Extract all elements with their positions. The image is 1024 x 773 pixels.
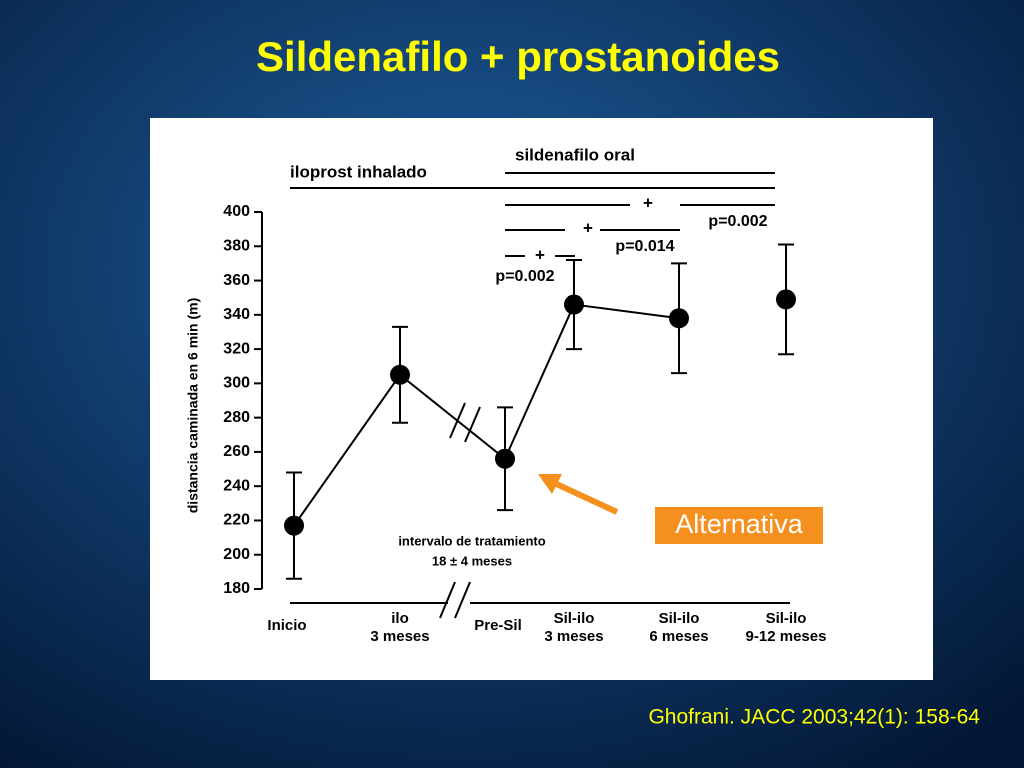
x-tick-label: Sil-ilo — [766, 610, 807, 627]
point — [390, 364, 410, 385]
y-tick-label: 220 — [223, 512, 250, 529]
x-tick-label: Sil-ilo — [659, 610, 700, 627]
y-tick-label: 340 — [223, 306, 250, 323]
x-tick-label: Pre-Sil — [474, 617, 522, 634]
x-tick-label: 3 meses — [370, 628, 429, 645]
y-tick-label: 380 — [223, 237, 250, 254]
x-tick-label: Sil-ilo — [554, 610, 595, 627]
y-tick-label: 400 — [223, 203, 250, 220]
x-tick-label: 6 meses — [649, 628, 708, 645]
annotation: iloprost inhalado — [290, 162, 427, 181]
y-tick-label: 320 — [223, 340, 250, 357]
plot-panel — [150, 118, 933, 680]
slide-title: Sildenafilo + prostanoides — [256, 33, 780, 80]
annotation: sildenafilo oral — [515, 145, 635, 164]
brackets — [290, 172, 790, 619]
point — [284, 515, 304, 536]
x-tick-label: 9-12 meses — [746, 628, 827, 645]
y-tick-label: 240 — [223, 477, 250, 494]
annotation: p=0.002 — [495, 268, 554, 285]
y-tick-label: 260 — [223, 443, 250, 460]
x-tick-label: Inicio — [267, 617, 306, 634]
point — [495, 448, 515, 469]
arrow — [550, 479, 619, 515]
callout-box — [655, 507, 823, 544]
point — [564, 294, 584, 315]
annotation: + — [643, 193, 653, 212]
x-tick-label: ilo — [391, 610, 409, 627]
annotation: 18 ± 4 meses — [432, 553, 512, 568]
annotation: p=0.014 — [615, 238, 674, 255]
point — [669, 308, 689, 329]
annotation: intervalo de tratamiento — [398, 533, 545, 548]
point — [776, 289, 796, 310]
annotation: + — [535, 245, 545, 264]
y-tick-label: 200 — [223, 546, 250, 563]
y-tick-label: 300 — [223, 375, 250, 392]
y-tick-label: 180 — [223, 580, 250, 597]
citation: Ghofrani. JACC 2003;42(1): 158-64 — [648, 706, 980, 729]
y-tick-label: 280 — [223, 409, 250, 426]
arrow-head — [538, 474, 562, 494]
annotation: p=0.002 — [708, 213, 767, 230]
y-tick-label: 360 — [223, 272, 250, 289]
y-axis-label: distancia caminada en 6 min (m) — [185, 298, 201, 514]
annotation: Alternativa — [675, 509, 804, 539]
x-tick-label: 3 meses — [544, 628, 603, 645]
annotation: + — [583, 218, 593, 237]
